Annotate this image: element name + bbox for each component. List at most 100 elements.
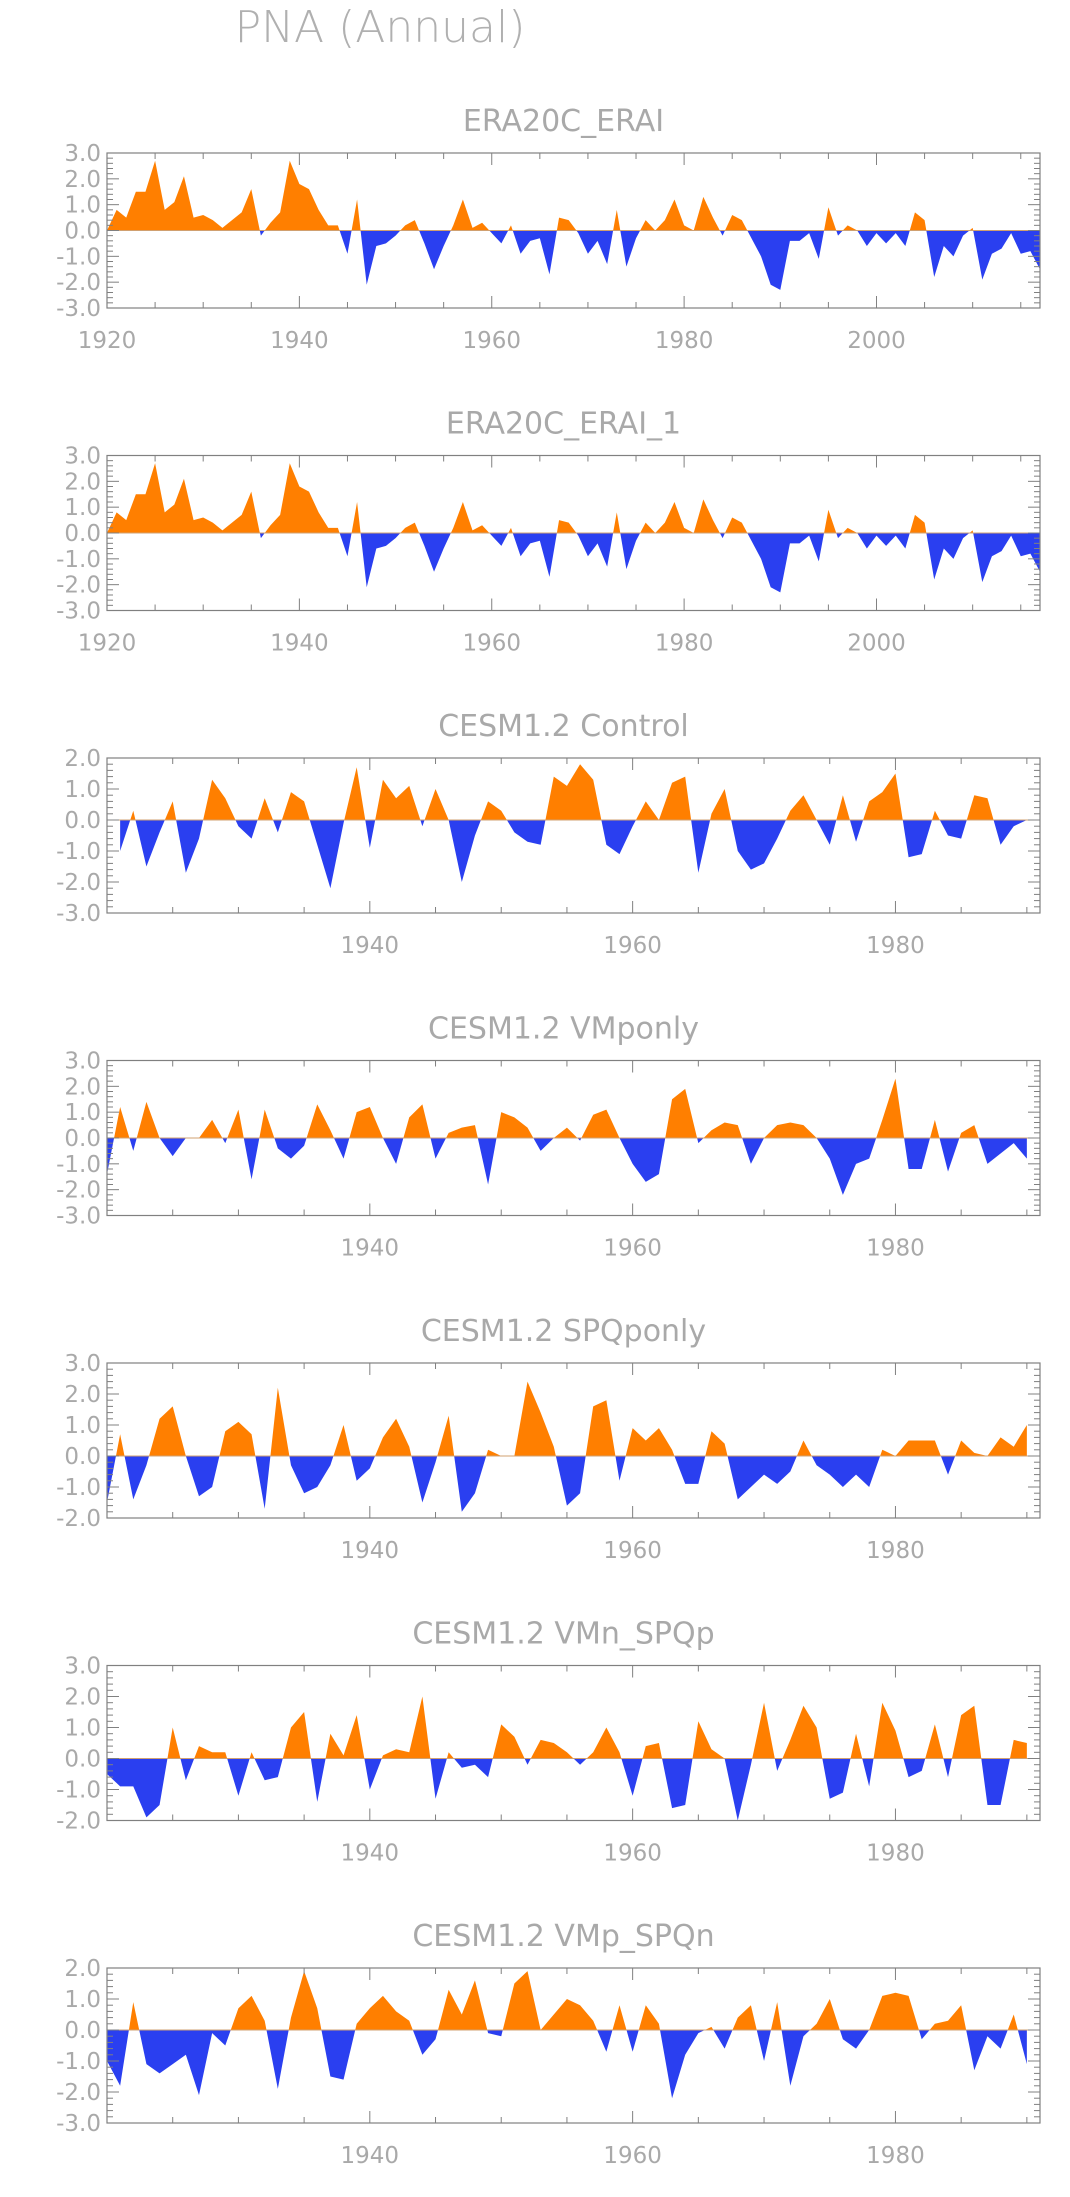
y-tick-label: 0.0 [64, 808, 101, 834]
chart-panel-4: CESM1.2 VMponly -3.0-2.0-1.00.01.02.03.0 1… [56, 1012, 1041, 1262]
y-tick-label: 2.0 [64, 1685, 101, 1711]
panel-title: CESM1.2 Control [438, 709, 689, 744]
y-tick-label: -1.0 [56, 1778, 101, 1804]
y-tick-label: 3.0 [64, 1654, 101, 1680]
y-tick-label: -2.0 [56, 1178, 101, 1204]
x-tick-label: 1960 [603, 1236, 662, 1262]
x-tick-label: 1960 [603, 2143, 662, 2169]
y-tick-label: -2.0 [56, 870, 101, 896]
x-tick-label: 1980 [655, 631, 714, 657]
y-tick-label: -3.0 [56, 599, 101, 625]
y-tick-label: 0.0 [64, 219, 101, 245]
chart-panel-6: CESM1.2 VMn_SPQp -2.0 -1.0 0.0 1.0 2.0 3.0 1940… [56, 1617, 1041, 1867]
positive-area [120, 764, 1027, 820]
x-tick-label: 1980 [866, 1236, 925, 1262]
panel-title: CESM1.2 VMp_SPQn [412, 1919, 714, 1954]
y-tick-label: 2.0 [64, 167, 101, 193]
y-tick-label: 3.0 [64, 141, 101, 167]
y-tick-label: 3.0 [64, 444, 101, 470]
x-tick-label: 1980 [866, 933, 925, 959]
y-tick-label: 0.0 [64, 1126, 101, 1152]
x-tick-label: 1980 [866, 1841, 925, 1867]
positive-area [107, 1078, 1027, 1138]
y-tick-label: 2.0 [64, 469, 101, 495]
x-tick-label: 1980 [866, 2143, 925, 2169]
negative-area [107, 1758, 1027, 1821]
x-tick-label: 1960 [603, 933, 662, 959]
x-tick-label: 2000 [847, 631, 906, 657]
x-tick-label: 1920 [78, 631, 137, 657]
positive-area [107, 463, 1040, 533]
plot-frame [106, 757, 1041, 914]
x-tick-label: 1940 [341, 1538, 400, 1564]
positive-area [107, 160, 1040, 231]
y-tick-label: -3.0 [56, 901, 101, 927]
y-tick-label: -2.0 [56, 1506, 101, 1532]
y-tick-label: 2.0 [64, 1074, 101, 1100]
chart-panel-3: CESM1.2 Control -3.0 -2.0 -1.0 0.0 1.0 2.0 1940… [56, 709, 1041, 959]
y-tick-label: -3.0 [56, 1204, 101, 1230]
x-tick-label: 2000 [847, 328, 906, 354]
y-tick-label: -2.0 [56, 270, 101, 296]
y-tick-label: 1.0 [64, 1716, 101, 1742]
negative-area [107, 1456, 1027, 1512]
y-tick-label: 2.0 [64, 746, 101, 772]
y-tick-label: 2.0 [64, 1956, 101, 1982]
panel-title: CESM1.2 VMn_SPQp [412, 1617, 714, 1652]
chart-panel-5: CESM1.2 SPQponly -2.0 -1.0 0.0 1.0 2.0 3.0 1940… [56, 1314, 1041, 1564]
negative-area [107, 2030, 1027, 2099]
x-tick-label: 1940 [341, 1236, 400, 1262]
x-tick-label: 1980 [655, 328, 714, 354]
y-tick-label: -3.0 [56, 2111, 101, 2137]
y-tick-label: 2.0 [64, 1382, 101, 1408]
y-tick-label: 3.0 [64, 1049, 101, 1075]
x-tick-label: 1940 [341, 1841, 400, 1867]
x-tick-label: 1960 [603, 1538, 662, 1564]
y-tick-label: 0.0 [64, 2018, 101, 2044]
chart-panel-1: ERA20C_ERAI -3.0-2.0-1.00.01.02.03.0 1920 1… [56, 104, 1041, 354]
y-tick-label: 1.0 [64, 495, 101, 521]
y-tick-label: 1.0 [64, 193, 101, 219]
y-tick-label: 1.0 [64, 1987, 101, 2013]
positive-area [107, 1696, 1027, 1759]
figure-title: PNA (Annual) [234, 2, 526, 53]
y-tick-label: -2.0 [56, 2080, 101, 2106]
panel-title: CESM1.2 VMponly [428, 1012, 699, 1047]
y-tick-label: 0.0 [64, 1747, 101, 1773]
y-tick-label: -2.0 [56, 573, 101, 599]
y-tick-label: 1.0 [64, 1413, 101, 1439]
chart-panel-2: ERA20C_ERAI_1 -3.0-2.0-1.00.01.02.03.0 192… [56, 407, 1041, 657]
y-tick-label: 0.0 [64, 1444, 101, 1470]
y-tick-label: 0.0 [64, 521, 101, 547]
negative-area [120, 820, 1027, 889]
y-tick-label: 1.0 [64, 1100, 101, 1126]
y-tick-label: -1.0 [56, 244, 101, 270]
negative-area [107, 533, 1040, 593]
x-tick-label: 1940 [270, 328, 329, 354]
x-tick-label: 1960 [462, 328, 521, 354]
y-tick-label: -2.0 [56, 1809, 101, 1835]
negative-area [107, 230, 1040, 290]
chart-panel-7: CESM1.2 VMp_SPQn -3.0 -2.0 -1.0 0.0 1.0 2.0 194… [56, 1919, 1041, 2169]
y-tick-label: -1.0 [56, 547, 101, 573]
negative-area [107, 1138, 1027, 1195]
panel-title: CESM1.2 SPQponly [421, 1314, 706, 1349]
x-tick-label: 1940 [270, 631, 329, 657]
x-tick-label: 1940 [341, 2143, 400, 2169]
panel-title: ERA20C_ERAI [463, 104, 664, 139]
y-tick-label: -1.0 [56, 1152, 101, 1178]
plot-frame [106, 1967, 1041, 2124]
y-tick-label: 1.0 [64, 777, 101, 803]
y-tick-label: -3.0 [56, 296, 101, 322]
y-tick-label: -1.0 [56, 1475, 101, 1501]
positive-area [107, 1971, 1027, 2030]
positive-area [107, 1381, 1027, 1456]
panel-title: ERA20C_ERAI_1 [446, 407, 681, 442]
x-tick-label: 1940 [341, 933, 400, 959]
y-tick-label: 3.0 [64, 1351, 101, 1377]
x-tick-label: 1960 [462, 631, 521, 657]
plot-frame [106, 1664, 1041, 1822]
plot-frame [106, 1362, 1041, 1519]
x-tick-label: 1980 [866, 1538, 925, 1564]
